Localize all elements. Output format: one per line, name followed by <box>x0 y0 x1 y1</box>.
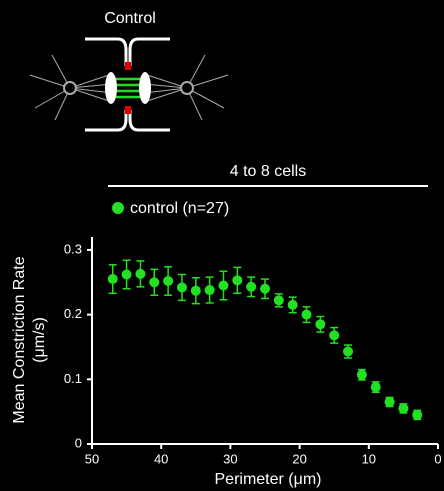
point <box>412 409 423 420</box>
point <box>343 346 354 357</box>
y-axis-label: (μm/s) <box>31 317 48 363</box>
point <box>135 268 146 279</box>
y-axis-label: Mean Constriction Rate <box>11 256 28 423</box>
y-tick-label: 0.2 <box>64 306 82 321</box>
ring <box>125 62 131 70</box>
point <box>176 282 187 293</box>
x-tick-label: 0 <box>434 451 441 466</box>
chromatin <box>105 72 117 104</box>
point <box>356 369 367 380</box>
aster <box>180 81 194 95</box>
y-tick-label: 0.3 <box>64 241 82 256</box>
midzone <box>114 77 142 99</box>
point <box>370 382 381 393</box>
point <box>384 396 395 407</box>
point <box>121 269 132 280</box>
x-tick-label: 40 <box>154 451 168 466</box>
x-tick-label: 30 <box>223 451 237 466</box>
membrane <box>85 110 170 132</box>
x-tick-label: 10 <box>362 451 376 466</box>
diagram-title: Control <box>104 10 156 27</box>
point <box>301 309 312 320</box>
point <box>190 285 201 296</box>
point <box>315 319 326 330</box>
point <box>260 283 270 294</box>
point <box>329 330 340 341</box>
point <box>246 281 257 292</box>
y-tick-label: 0 <box>75 435 82 450</box>
legend-label: control (n=27) <box>130 200 229 217</box>
x-tick-label: 20 <box>292 451 306 466</box>
ring <box>125 106 131 114</box>
legend-marker <box>112 202 124 214</box>
x-axis-label: Perimeter (μm) <box>215 471 322 488</box>
point <box>107 274 118 285</box>
point <box>287 299 298 310</box>
point <box>273 295 284 306</box>
point <box>398 403 409 414</box>
aster <box>63 81 77 95</box>
chromatin <box>139 72 151 104</box>
point <box>163 275 174 286</box>
membrane <box>85 37 170 66</box>
point <box>218 280 229 291</box>
point <box>204 285 215 296</box>
point <box>149 277 160 288</box>
y-tick-label: 0.1 <box>64 371 82 386</box>
point <box>232 275 243 286</box>
spindle-diagram <box>29 37 229 132</box>
annotation: 4 to 8 cells <box>230 163 306 180</box>
x-tick-label: 50 <box>85 451 99 466</box>
